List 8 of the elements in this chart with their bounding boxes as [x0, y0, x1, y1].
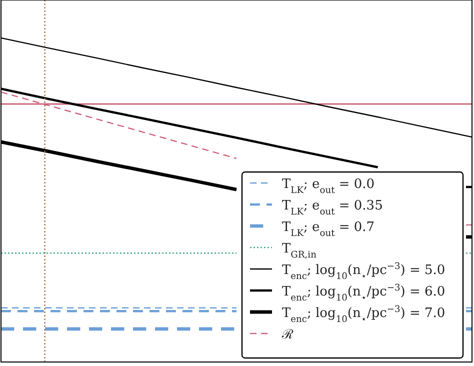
text: T$_{enc}$; log$_{10}$(n$_{⋆}$/pc$^{−3}$) = 7.0	[282, 305, 446, 325]
legend-label: T$_{LK}$; e$_{out}$ = 0.0	[282, 177, 375, 196]
legend-label: T$_{LK}$; e$_{out}$ = 0.7	[282, 220, 375, 239]
text: T$_{enc}$; log$_{10}$(n$_{⋆}$/pc$^{−3}$) = 5.0	[282, 262, 446, 282]
legend-label: ℛ	[281, 328, 294, 342]
legend-label: T$_{LK}$; e$_{out}$ = 0.35	[282, 198, 383, 218]
legend-label: T$_{GR,in}$	[282, 242, 317, 260]
text: T$_{enc}$; log$_{10}$(n$_{⋆}$/pc$^{−3}$) = 6.0	[282, 284, 446, 304]
